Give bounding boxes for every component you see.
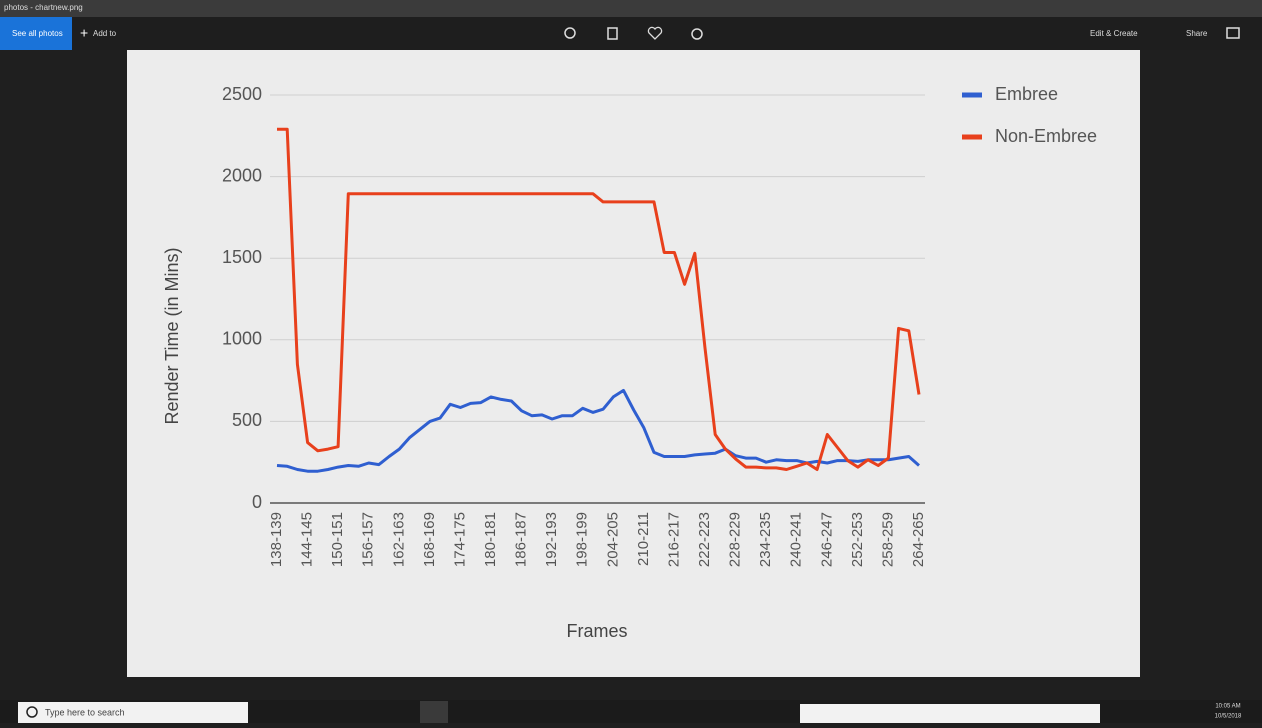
x-tick-label: 204-205 — [604, 512, 621, 567]
y-axis-label: Render Time (in Mins) — [162, 247, 182, 424]
add-to-label[interactable]: Add to — [93, 29, 117, 38]
search-placeholder[interactable]: Type here to search — [45, 707, 125, 717]
x-tick-label: 240-241 — [788, 512, 805, 567]
x-tick-label: 198-199 — [574, 512, 591, 567]
y-tick-label: 1500 — [222, 247, 262, 267]
toolbar — [0, 17, 1262, 50]
see-all-label[interactable]: See all photos — [12, 29, 63, 38]
x-tick-label: 192-193 — [543, 512, 560, 567]
clock-time: 10:05 AM — [1215, 704, 1240, 710]
x-tick-label: 216-217 — [665, 512, 682, 567]
x-tick-label: 246-247 — [818, 512, 835, 567]
search-box[interactable] — [18, 702, 248, 723]
clock-date: 10/5/2018 — [1215, 714, 1242, 720]
legend-label: Non-Embree — [995, 126, 1097, 146]
delete-icon[interactable] — [607, 27, 618, 40]
see-all-button[interactable] — [0, 17, 72, 50]
x-tick-label: 162-163 — [390, 512, 407, 567]
share-label[interactable]: Share — [1186, 29, 1208, 38]
x-tick-label: 180-181 — [482, 512, 499, 567]
x-tick-label: 150-151 — [329, 512, 346, 567]
x-tick-label: 234-235 — [757, 512, 774, 567]
search-icon — [26, 706, 38, 718]
x-tick-label: 168-169 — [421, 512, 438, 567]
add-icon[interactable]: + — [80, 25, 88, 41]
image-canvas — [127, 50, 1140, 677]
zoom-icon[interactable] — [564, 27, 576, 39]
y-tick-label: 2500 — [222, 84, 262, 104]
x-tick-label: 264-265 — [910, 512, 927, 567]
title-bar — [0, 0, 1262, 17]
legend-label: Embree — [995, 84, 1058, 104]
x-tick-label: 138-139 — [268, 512, 285, 567]
notification — [800, 704, 1100, 723]
edit-create-label[interactable]: Edit & Create — [1090, 29, 1138, 38]
x-tick-label: 228-229 — [727, 512, 744, 567]
x-tick-label: 222-223 — [696, 512, 713, 567]
series-line — [276, 388, 920, 473]
x-tick-label: 258-259 — [879, 512, 896, 567]
x-tick-label: 252-253 — [849, 512, 866, 567]
x-tick-label: 210-211 — [635, 512, 652, 566]
rotate-icon[interactable] — [691, 28, 703, 40]
x-tick-label: 186-187 — [513, 512, 530, 567]
series-line — [277, 127, 921, 471]
x-axis-label: Frames — [566, 621, 627, 641]
favorite-icon[interactable] — [647, 26, 663, 40]
active-app[interactable] — [420, 701, 448, 723]
x-tick-label: 174-175 — [451, 512, 468, 567]
window-title: photos - chartnew.png — [4, 3, 83, 12]
x-tick-label: 144-145 — [299, 512, 316, 567]
x-tick-label: 156-157 — [360, 512, 377, 567]
y-tick-label: 2000 — [222, 165, 262, 185]
y-tick-label: 500 — [232, 410, 262, 430]
print-icon[interactable] — [1226, 27, 1240, 39]
y-tick-label: 0 — [252, 492, 262, 512]
y-tick-label: 1000 — [222, 329, 262, 349]
